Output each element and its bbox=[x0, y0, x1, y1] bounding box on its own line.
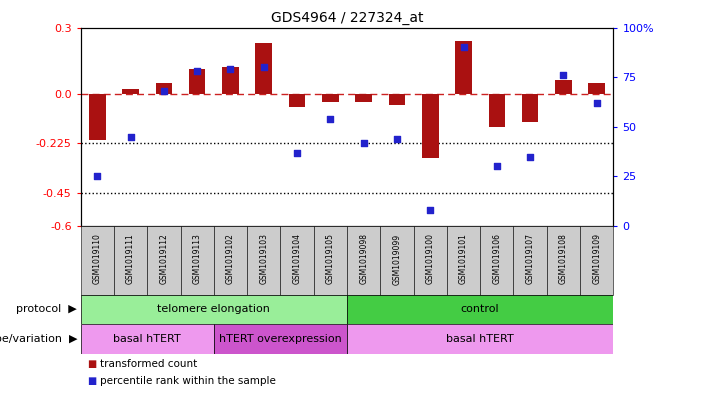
Bar bbox=[455, 41, 472, 94]
Text: protocol  ▶: protocol ▶ bbox=[16, 305, 77, 314]
Bar bbox=[255, 43, 272, 94]
Bar bbox=[514, 226, 547, 295]
Bar bbox=[588, 83, 605, 94]
Text: GSM1019101: GSM1019101 bbox=[459, 233, 468, 285]
Bar bbox=[81, 295, 347, 324]
Bar bbox=[480, 226, 513, 295]
Text: telomere elongation: telomere elongation bbox=[157, 305, 271, 314]
Text: GSM1019107: GSM1019107 bbox=[526, 233, 535, 285]
Text: control: control bbox=[461, 305, 500, 314]
Bar bbox=[414, 226, 447, 295]
Point bbox=[491, 163, 503, 170]
Point bbox=[292, 149, 303, 156]
Bar bbox=[147, 226, 181, 295]
Bar bbox=[89, 94, 106, 140]
Text: GSM1019111: GSM1019111 bbox=[126, 233, 135, 285]
Bar bbox=[214, 324, 347, 354]
Text: GSM1019113: GSM1019113 bbox=[193, 233, 202, 285]
Bar bbox=[580, 226, 613, 295]
Text: GSM1019109: GSM1019109 bbox=[592, 233, 601, 285]
Point bbox=[391, 136, 402, 142]
Title: GDS4964 / 227324_at: GDS4964 / 227324_at bbox=[271, 11, 423, 25]
Point bbox=[125, 134, 136, 140]
Bar bbox=[522, 94, 538, 122]
Text: genotype/variation  ▶: genotype/variation ▶ bbox=[0, 334, 77, 344]
Text: GSM1019108: GSM1019108 bbox=[559, 233, 568, 285]
Bar bbox=[189, 70, 205, 94]
Point bbox=[524, 153, 536, 160]
Point bbox=[225, 66, 236, 72]
Text: GSM1019102: GSM1019102 bbox=[226, 233, 235, 285]
Bar bbox=[214, 226, 247, 295]
Bar bbox=[381, 226, 414, 295]
Bar bbox=[355, 94, 372, 103]
Bar bbox=[322, 94, 339, 103]
Point bbox=[425, 207, 436, 213]
Bar bbox=[122, 89, 139, 94]
Bar bbox=[114, 226, 147, 295]
Bar bbox=[422, 94, 439, 158]
Text: GSM1019103: GSM1019103 bbox=[259, 233, 268, 285]
Bar bbox=[247, 226, 280, 295]
Bar bbox=[81, 226, 114, 295]
Bar bbox=[222, 67, 239, 94]
Text: GSM1019106: GSM1019106 bbox=[492, 233, 501, 285]
Point bbox=[458, 44, 469, 50]
Point bbox=[158, 88, 170, 94]
Point bbox=[591, 100, 602, 106]
Text: GSM1019112: GSM1019112 bbox=[159, 233, 168, 285]
Text: GSM1019099: GSM1019099 bbox=[393, 233, 402, 285]
Text: hTERT overexpression: hTERT overexpression bbox=[219, 334, 342, 344]
Text: basal hTERT: basal hTERT bbox=[447, 334, 514, 344]
Text: GSM1019105: GSM1019105 bbox=[326, 233, 335, 285]
Bar bbox=[181, 226, 214, 295]
Text: percentile rank within the sample: percentile rank within the sample bbox=[100, 376, 276, 386]
Text: GSM1019110: GSM1019110 bbox=[93, 233, 102, 285]
Point bbox=[92, 173, 103, 180]
Bar bbox=[314, 226, 347, 295]
Point bbox=[358, 140, 369, 146]
Bar bbox=[156, 83, 172, 94]
Bar bbox=[347, 295, 613, 324]
Point bbox=[258, 64, 269, 70]
Text: ■: ■ bbox=[88, 358, 97, 369]
Bar bbox=[347, 324, 613, 354]
Text: ■: ■ bbox=[88, 376, 97, 386]
Bar bbox=[447, 226, 480, 295]
Text: GSM1019104: GSM1019104 bbox=[292, 233, 301, 285]
Text: GSM1019098: GSM1019098 bbox=[359, 233, 368, 285]
Bar bbox=[280, 226, 314, 295]
Text: basal hTERT: basal hTERT bbox=[114, 334, 181, 344]
Bar bbox=[489, 94, 505, 127]
Bar bbox=[555, 81, 572, 94]
Text: transformed count: transformed count bbox=[100, 358, 198, 369]
Bar bbox=[347, 226, 381, 295]
Text: GSM1019100: GSM1019100 bbox=[426, 233, 435, 285]
Point bbox=[325, 116, 336, 122]
Bar bbox=[547, 226, 580, 295]
Point bbox=[558, 72, 569, 78]
Point bbox=[191, 68, 203, 74]
Bar bbox=[81, 324, 214, 354]
Bar bbox=[388, 94, 405, 105]
Bar bbox=[289, 94, 306, 107]
